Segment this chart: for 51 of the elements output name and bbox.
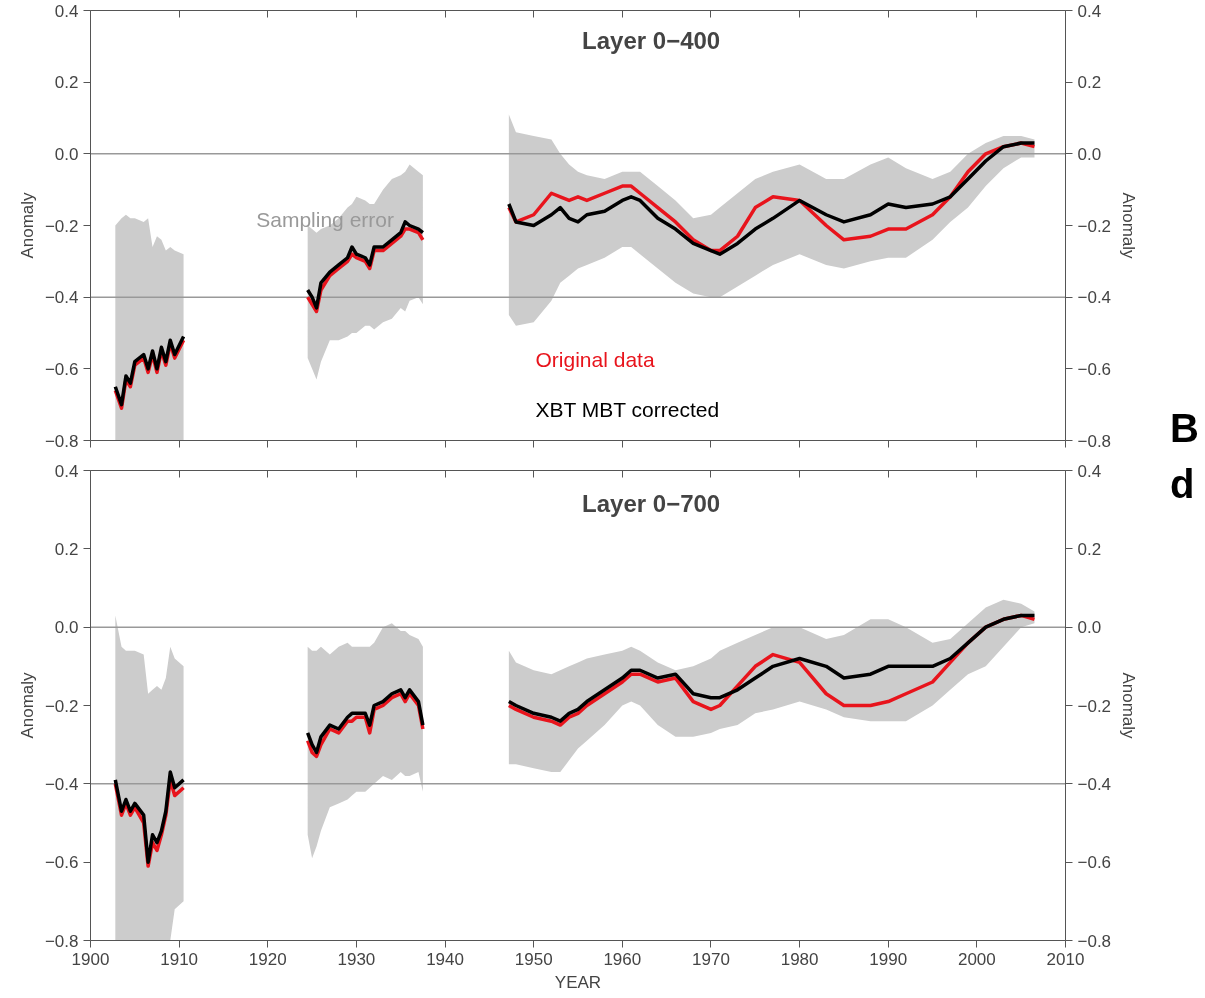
y-tick-label: −0.8 xyxy=(44,931,79,951)
text: B xyxy=(1170,405,1199,452)
y2-tick-label: 0.2 xyxy=(1077,73,1102,93)
y-tick-label: −0.6 xyxy=(44,853,79,873)
y-tick-label: 0.4 xyxy=(54,461,79,481)
x-tick-label: 1990 xyxy=(869,949,908,969)
x-tick-label: 2010 xyxy=(1046,949,1085,969)
y-tick-label: 0.2 xyxy=(54,539,79,559)
text: Original data xyxy=(535,347,655,371)
y-tick-label: 0.4 xyxy=(54,1,79,21)
y2-axis-title: Anomaly xyxy=(1119,672,1139,740)
y-axis-title: Anomaly xyxy=(17,191,37,259)
x-tick-label: 1920 xyxy=(248,949,287,969)
x-axis-title: YEAR xyxy=(554,972,602,992)
text: d xyxy=(1170,461,1196,508)
y2-tick-label: 0.4 xyxy=(1077,461,1102,481)
y-tick-label: −0.4 xyxy=(44,774,79,794)
x-tick-label: 1950 xyxy=(514,949,553,969)
x-tick-label: 1910 xyxy=(160,949,199,969)
y2-tick-label: −0.4 xyxy=(1077,774,1112,794)
y-tick-label: −0.2 xyxy=(44,216,79,236)
x-tick-label: 1900 xyxy=(71,949,110,969)
y2-tick-label: 0.2 xyxy=(1077,539,1102,559)
y2-tick-label: 0.0 xyxy=(1077,618,1102,638)
y2-tick-label: 0.4 xyxy=(1077,1,1102,21)
y2-tick-label: −0.2 xyxy=(1077,216,1112,236)
x-tick-label: 1940 xyxy=(426,949,464,969)
y-tick-label: −0.6 xyxy=(44,359,79,379)
y-tick-label: 0.0 xyxy=(54,618,79,638)
y-axis-title: Anomaly xyxy=(17,671,37,739)
y-tick-label: −0.8 xyxy=(44,431,79,451)
text: Layer 0−400 xyxy=(582,27,721,55)
y2-tick-label: −0.6 xyxy=(1077,359,1112,379)
text: Layer 0−700 xyxy=(582,489,721,517)
x-tick-label: 1930 xyxy=(337,949,376,969)
y2-axis-title: Anomaly xyxy=(1119,192,1139,260)
y-tick-label: 0.2 xyxy=(54,73,79,93)
y-tick-label: −0.4 xyxy=(44,288,79,308)
y-tick-label: −0.2 xyxy=(44,696,79,716)
y2-tick-label: −0.6 xyxy=(1077,853,1112,873)
text: XBT MBT corrected xyxy=(535,397,720,421)
y2-tick-label: −0.2 xyxy=(1077,696,1112,716)
x-tick-label: 2000 xyxy=(957,949,996,969)
y2-tick-label: 0.0 xyxy=(1077,144,1102,164)
y2-tick-label: −0.8 xyxy=(1077,431,1112,451)
y-tick-label: 0.0 xyxy=(54,144,79,164)
y2-tick-label: −0.4 xyxy=(1077,288,1112,308)
x-tick-label: 1970 xyxy=(692,949,730,969)
x-tick-label: 1980 xyxy=(780,949,819,969)
y2-tick-label: −0.8 xyxy=(1077,931,1112,951)
x-tick-label: 1960 xyxy=(603,949,642,969)
